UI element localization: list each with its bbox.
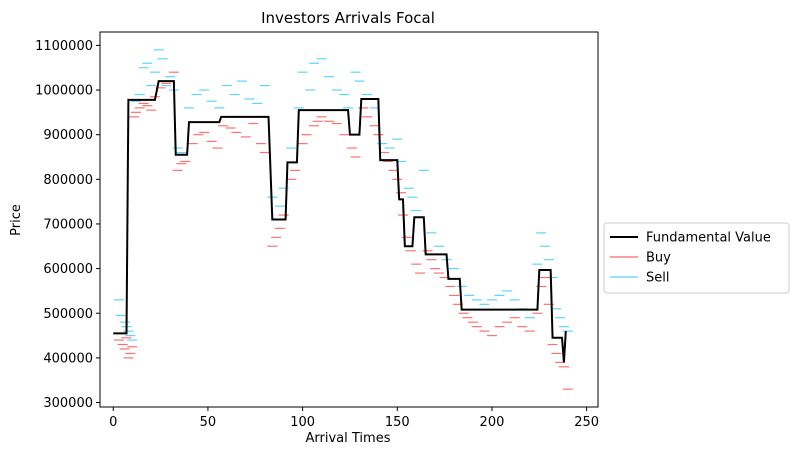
y-tick-label: 600000 — [43, 262, 93, 277]
series-sell — [113, 49, 573, 341]
x-tick-label: 0 — [109, 415, 117, 430]
x-axis-label: Arrival Times — [306, 431, 391, 446]
legend-label: Sell — [646, 271, 669, 286]
y-tick-label: 1100000 — [35, 39, 93, 54]
legend-box — [603, 222, 790, 294]
y-tick-label: 800000 — [43, 173, 93, 188]
series-buy — [113, 71, 573, 390]
y-axis-label: Price — [9, 204, 24, 236]
chart-title: Investors Arrivals Focal — [261, 9, 435, 27]
y-tick-label: 400000 — [43, 351, 93, 366]
fundamental-value-line — [113, 80, 567, 363]
x-tick-label: 200 — [480, 415, 505, 430]
y-tick-label: 700000 — [43, 217, 93, 232]
y-tick-label: 1000000 — [35, 84, 93, 99]
plot-marks — [113, 49, 573, 390]
legend-label: Fundamental Value — [646, 231, 771, 246]
legend-label: Buy — [646, 251, 671, 266]
y-tick-label: 300000 — [43, 396, 93, 411]
x-tick-label: 50 — [200, 415, 217, 430]
x-tick-label: 150 — [385, 415, 410, 430]
x-axis: 0 50 100 150 200 250 — [109, 407, 599, 430]
x-tick-label: 250 — [574, 415, 599, 430]
x-tick-label: 100 — [290, 415, 315, 430]
legend: Fundamental Value Buy Sell — [603, 222, 790, 294]
plot-frame — [99, 31, 599, 408]
y-axis: 300000 400000 500000 600000 700000 800000 9000… — [35, 39, 100, 411]
y-tick-label: 900000 — [43, 128, 93, 143]
y-tick-label: 500000 — [43, 307, 93, 322]
